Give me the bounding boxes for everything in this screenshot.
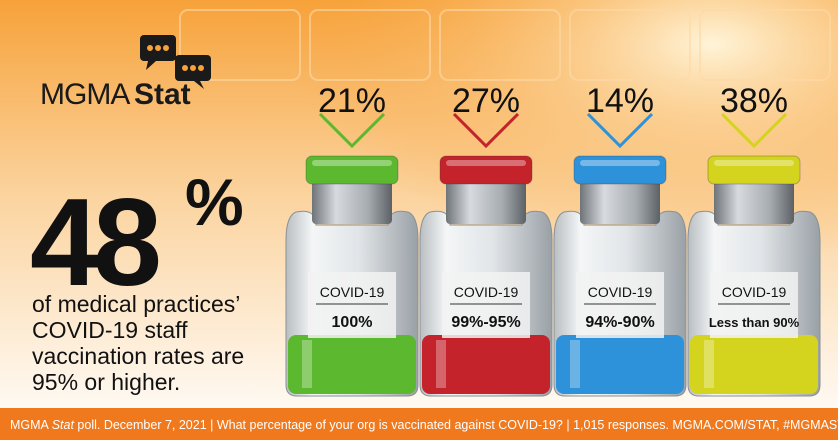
- description-line: 95% or higher.: [32, 369, 180, 395]
- logo: MGMA Stat: [40, 35, 211, 111]
- footer-brand: MGMA: [10, 418, 50, 432]
- vial-cap: [439, 155, 533, 185]
- background-grid: [179, 9, 831, 81]
- footer-bar: [0, 408, 838, 440]
- logo-prefix: MGMA: [40, 78, 130, 111]
- vial-label-panel: [442, 272, 530, 338]
- vial-percent: 27%: [452, 82, 520, 120]
- footer: MGMA Stat poll. December 7, 2021 | What …: [10, 418, 838, 432]
- vial-label: COVID-19: [454, 284, 519, 300]
- vial-chevron: [720, 112, 788, 149]
- vial-label: COVID-19: [588, 284, 653, 300]
- vial-liquid: [690, 335, 818, 394]
- vial-liquid-shine: [570, 340, 580, 388]
- vial-crimp: [714, 180, 794, 224]
- footer-brand-italic: Stat: [52, 418, 75, 432]
- vial-percent: 38%: [720, 82, 788, 120]
- vial-cap-shine: [580, 160, 660, 166]
- vial-range: 100%: [332, 314, 373, 331]
- vial-range: Less than 90%: [709, 315, 800, 330]
- vial-label-panel: [710, 272, 798, 338]
- vial-crimp: [446, 180, 526, 224]
- vial-liquid-shine: [302, 340, 312, 388]
- description: of medical practices’COVID-19 staffvacci…: [32, 291, 244, 395]
- vial-crimp: [580, 180, 660, 224]
- vial-liquid-shine: [436, 340, 446, 388]
- vial-label: COVID-19: [320, 284, 385, 300]
- vial-liquid: [422, 335, 550, 394]
- vial-liquid: [556, 335, 684, 394]
- vial-label-panel: [576, 272, 664, 338]
- description-line: COVID-19 staff: [32, 317, 188, 343]
- headline-unit: %: [185, 165, 244, 239]
- vial-label: COVID-19: [722, 284, 787, 300]
- vial-range: 94%-90%: [585, 314, 654, 331]
- logo-suffix: Stat: [134, 78, 191, 111]
- vial-range: 99%-95%: [451, 314, 520, 331]
- vial-label-panel: [308, 272, 396, 338]
- vial-liquid: [288, 335, 416, 394]
- vials: 21% COVID-19 100% 27% COVID-19 99%-95% 14% COVI…: [285, 82, 821, 397]
- vial-cap: [573, 155, 667, 185]
- footer-text: poll. December 7, 2021 | What percentage…: [77, 418, 838, 432]
- vial-cap: [707, 155, 801, 185]
- vial-percent: 14%: [586, 82, 654, 120]
- vial-cap: [305, 155, 399, 185]
- description-line: vaccination rates are: [32, 343, 244, 369]
- vial-cap-shine: [312, 160, 392, 166]
- vial-crimp: [312, 180, 392, 224]
- vial-percent: 21%: [318, 82, 386, 120]
- vial-chevron: [586, 112, 654, 149]
- headline-number: 48: [30, 174, 159, 312]
- vial-liquid-shine: [704, 340, 714, 388]
- vial-chevron: [318, 112, 386, 149]
- vial-cap-shine: [714, 160, 794, 166]
- vial-chevron: [452, 112, 520, 149]
- description-line: of medical practices’: [32, 291, 240, 317]
- vial-cap-shine: [446, 160, 526, 166]
